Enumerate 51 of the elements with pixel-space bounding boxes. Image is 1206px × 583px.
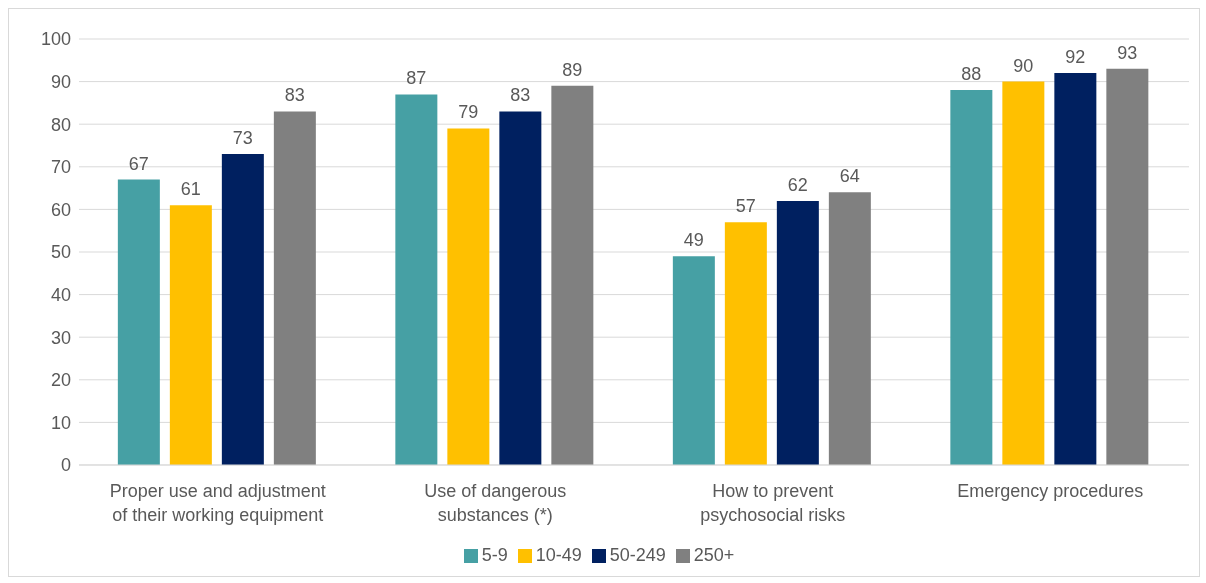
data-label: 49: [683, 230, 704, 251]
x-tick-label: Use of dangerous substances (*): [424, 481, 567, 525]
y-tick-label: 0: [60, 455, 71, 476]
bar: [117, 179, 160, 465]
bar: [672, 256, 715, 465]
data-label: 73: [232, 128, 253, 149]
bar: [1106, 68, 1149, 465]
legend-label: 5-9: [481, 545, 508, 565]
data-label: 64: [839, 166, 860, 187]
data-label: 89: [562, 59, 583, 80]
data-label: 83: [284, 85, 305, 106]
bar: [776, 200, 819, 465]
y-tick-label: 60: [50, 199, 71, 220]
x-tick-label: Proper use and adjustment of their working equipment: [109, 481, 326, 525]
data-label: 79: [458, 102, 479, 123]
y-tick-label: 10: [50, 412, 71, 433]
y-tick-label: 80: [50, 114, 71, 135]
bar: [950, 90, 993, 465]
y-tick-label: 50: [50, 242, 71, 263]
bar: [1002, 81, 1045, 465]
bar: [499, 111, 542, 465]
data-label: 62: [787, 174, 808, 195]
data-label: 67: [128, 153, 149, 174]
bar: [551, 85, 594, 465]
y-tick-label: 20: [50, 370, 71, 391]
data-label: 90: [1013, 55, 1034, 76]
data-label: 61: [180, 179, 201, 200]
x-tick-label: How to prevent psychosocial risks: [700, 481, 846, 525]
y-tick-label: 30: [50, 327, 71, 348]
y-tick-label: 90: [50, 71, 71, 92]
bar: [273, 111, 316, 465]
bar: [724, 222, 767, 465]
legend-label: 50-249: [609, 545, 666, 565]
data-label: 57: [735, 196, 756, 217]
data-label: 88: [961, 64, 982, 85]
bar: [395, 94, 438, 465]
bar: [169, 205, 212, 465]
y-tick-label: 70: [50, 157, 71, 178]
y-tick-label: 100: [40, 29, 71, 50]
y-tick-label: 40: [50, 284, 71, 305]
data-label: 83: [510, 85, 531, 106]
legend-label: 10-49: [535, 545, 582, 565]
data-label: 93: [1117, 42, 1138, 63]
data-label: 87: [406, 68, 427, 89]
bar: [1054, 73, 1097, 465]
bar: [828, 192, 871, 465]
x-tick-label: Emergency procedures: [957, 481, 1144, 501]
data-label: 92: [1065, 47, 1086, 68]
bar: [221, 154, 264, 465]
bar: [447, 128, 490, 465]
legend-label: 250+: [693, 545, 735, 565]
